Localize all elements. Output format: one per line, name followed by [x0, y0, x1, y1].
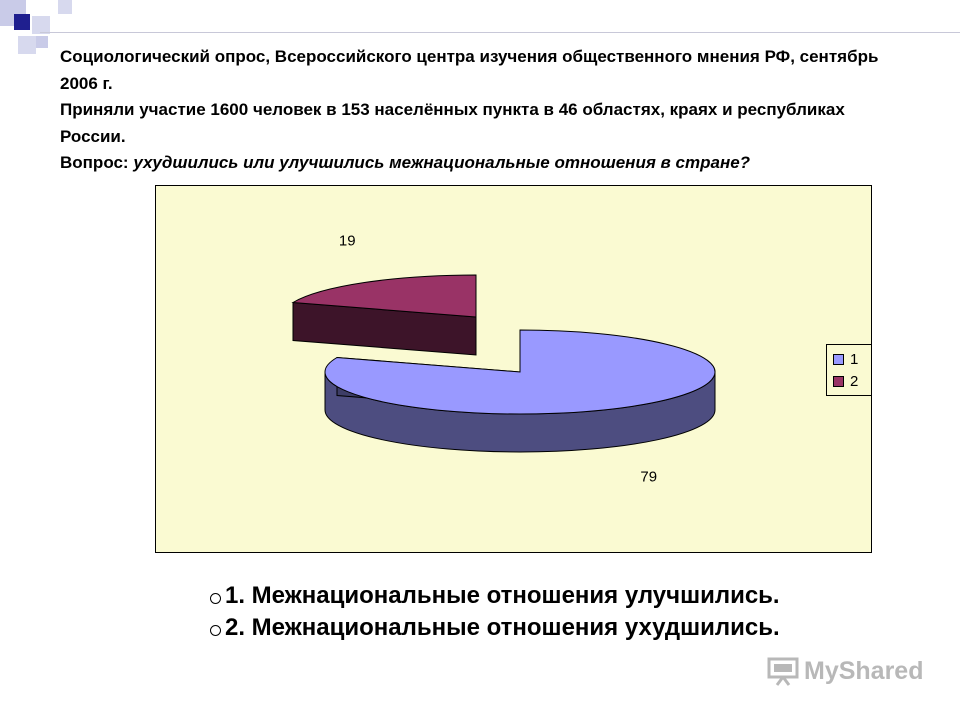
answer-item-2: 2. Межнациональные отношения ухудшились. — [210, 612, 780, 644]
bullet-icon — [210, 624, 221, 636]
survey-description: Социологический опрос, Всероссийского це… — [60, 47, 879, 93]
answer-text-2: 2. Межнациональные отношения ухудшились. — [225, 614, 780, 641]
answer-item-1: 1. Межнациональные отношения улучшились. — [210, 580, 780, 612]
watermark-text: MyShared — [804, 656, 924, 685]
pie-slice-2 — [291, 274, 477, 318]
pie-chart-plot: 79 19 — [291, 233, 716, 485]
pie-chart: 79 19 1 2 — [155, 185, 872, 553]
slide-heading: Социологический опрос, Всероссийского це… — [60, 44, 900, 177]
question-text: Вопрос: ухудшились или улучшились межнац… — [60, 150, 900, 177]
legend-item-2: 2 — [833, 373, 858, 390]
corner-decoration — [0, 0, 72, 54]
presentation-icon — [767, 657, 799, 686]
legend-item-1: 1 — [833, 351, 858, 368]
bullet-icon — [210, 592, 221, 604]
legend-label-2: 2 — [850, 373, 859, 390]
legend-label-1: 1 — [850, 351, 859, 368]
participants-text: Приняли участие 1600 человек в 153 насел… — [60, 100, 845, 146]
data-label-1: 79 — [640, 468, 657, 485]
question-body: ухудшились или улучшились межнациональны… — [133, 153, 751, 172]
watermark: MyShared — [766, 656, 923, 686]
pie-slice-1 — [324, 329, 716, 415]
chart-legend: 1 2 — [826, 344, 871, 396]
legend-swatch-2 — [833, 376, 844, 387]
header-rule — [40, 32, 960, 33]
data-label-2: 19 — [339, 233, 356, 250]
answer-list: 1. Межнациональные отношения улучшились.… — [210, 580, 780, 644]
legend-swatch-1 — [833, 354, 844, 365]
answer-text-1: 1. Межнациональные отношения улучшились. — [225, 582, 780, 609]
question-label: Вопрос: — [60, 153, 134, 172]
